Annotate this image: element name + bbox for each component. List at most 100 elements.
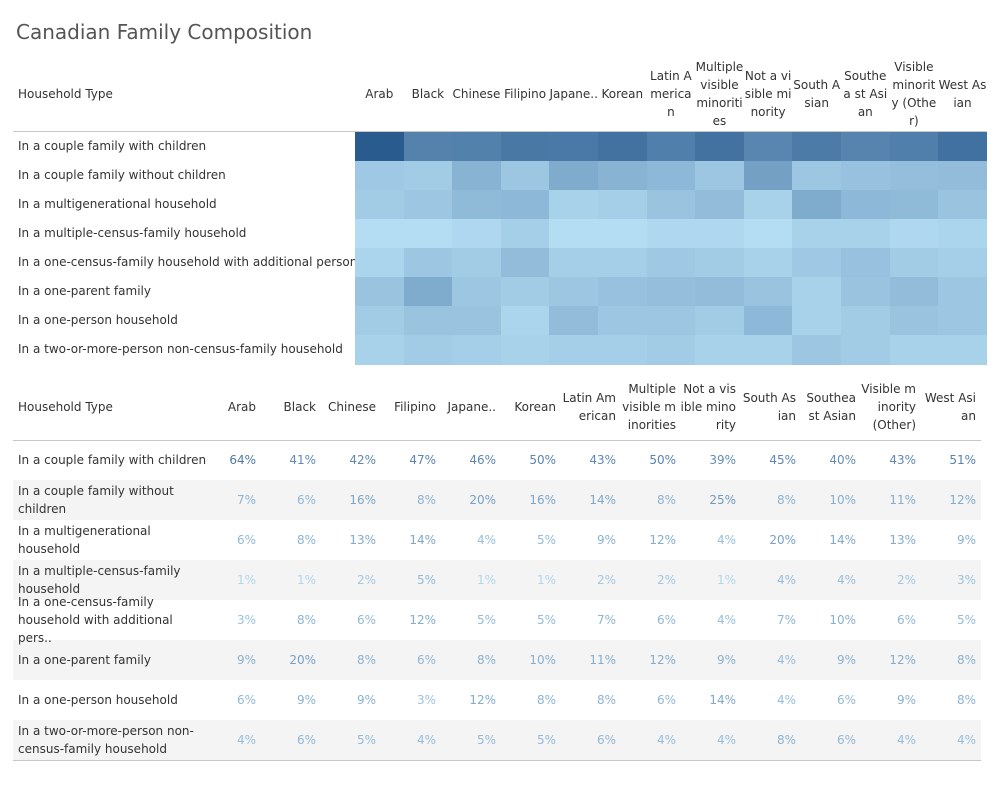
- heatmap-column-header: South Asian: [792, 58, 841, 130]
- table-cell-value: 51%: [949, 453, 976, 467]
- table-cell-value: 9%: [836, 653, 856, 667]
- heatmap-cell: [598, 335, 648, 365]
- heatmap-cell: [500, 335, 550, 365]
- heatmap-cell: [889, 219, 939, 249]
- table-cell-value: 5%: [536, 733, 556, 747]
- table-cell-value: 39%: [709, 453, 736, 467]
- heatmap-header-divider: [13, 131, 987, 132]
- table-cell-value: 10%: [829, 493, 856, 507]
- table-cell-value: 2%: [896, 573, 916, 587]
- table-cell-value: 5%: [476, 613, 496, 627]
- heatmap-cell: [452, 161, 502, 191]
- heatmap-column-header: Visible minorit y (Othe r): [890, 58, 939, 130]
- heatmap-cell: [695, 132, 745, 162]
- table-cell-value: 4%: [716, 733, 736, 747]
- heatmap-cell: [695, 161, 745, 191]
- table-cell-value: 12%: [649, 533, 676, 547]
- table-column-header-text: Black: [283, 400, 316, 414]
- table-column-header-text: Arab: [227, 400, 256, 414]
- table-cell-value: 20%: [289, 653, 316, 667]
- table-cell-value: 4%: [476, 533, 496, 547]
- table-cell-value: 7%: [776, 613, 796, 627]
- table-cell-value: 6%: [416, 653, 436, 667]
- heatmap-cell: [549, 306, 599, 336]
- heatmap-cell: [646, 306, 696, 336]
- heatmap-cell: [938, 190, 988, 220]
- table-cell-value: 2%: [656, 573, 676, 587]
- heatmap-cell: [598, 306, 648, 336]
- heatmap-cell: [743, 277, 793, 307]
- table-column-header: South Asian: [740, 376, 796, 438]
- heatmap-cell: [598, 277, 648, 307]
- heatmap-column-header-text: Arab: [365, 87, 394, 101]
- table-cell-value: 43%: [889, 453, 916, 467]
- table-cell-value: 1%: [476, 573, 496, 587]
- heatmap-cell: [500, 306, 550, 336]
- table-cell-value: 9%: [956, 533, 976, 547]
- table-cell-value: 5%: [356, 733, 376, 747]
- heatmap-cell: [938, 161, 988, 191]
- table-cell-value: 4%: [716, 533, 736, 547]
- heatmap-cell: [938, 335, 988, 365]
- table-cell-value: 8%: [956, 693, 976, 707]
- heatmap-cell: [355, 335, 405, 365]
- heatmap-cell: [355, 132, 405, 162]
- heatmap-row-label: In a couple family without children: [18, 168, 226, 182]
- heatmap-cell: [549, 248, 599, 278]
- table-cell-value: 1%: [536, 573, 556, 587]
- heatmap-cell: [598, 219, 648, 249]
- table-row-label-text: In a two-or-more-person non-census-famil…: [18, 724, 194, 756]
- table-column-header: Chinese: [320, 376, 376, 438]
- heatmap-cell: [646, 335, 696, 365]
- heatmap-cell: [403, 219, 453, 249]
- table-row-band: [13, 560, 981, 600]
- heatmap-row-label: In a two-or-more-person non-census-famil…: [18, 342, 343, 356]
- heatmap-column-header: Southea st Asian: [841, 58, 890, 130]
- heatmap-cell: [403, 161, 453, 191]
- table-cell-value: 4%: [776, 573, 796, 587]
- heatmap-cell: [889, 132, 939, 162]
- table-cell-value: 5%: [536, 613, 556, 627]
- heatmap-cell: [355, 219, 405, 249]
- table-row-label-text: In a one-census-family household with ad…: [18, 595, 173, 645]
- table-column-header-text: Korean: [514, 400, 556, 414]
- heatmap-column-header: West Asian: [938, 58, 987, 130]
- table-cell-value: 2%: [596, 573, 616, 587]
- heatmap-cell: [598, 248, 648, 278]
- table-cell-value: 64%: [229, 453, 256, 467]
- table-cell-value: 9%: [356, 693, 376, 707]
- heatmap-cell: [695, 190, 745, 220]
- heatmap-cell: [841, 132, 891, 162]
- table-column-header-text: South Asian: [742, 391, 796, 423]
- table-cell-value: 8%: [296, 533, 316, 547]
- heatmap-cell: [355, 248, 405, 278]
- heatmap-cell: [549, 219, 599, 249]
- table-column-header: Latin Am erican: [560, 376, 616, 438]
- heatmap-cell: [938, 132, 988, 162]
- heatmap-cell: [355, 161, 405, 191]
- heatmap-column-header: Black: [404, 58, 453, 130]
- heatmap-cell: [500, 248, 550, 278]
- heatmap-cell: [598, 132, 648, 162]
- heatmap-column-header-text: Japane..: [549, 87, 598, 101]
- heatmap-row-label: In a couple family with children: [18, 139, 207, 153]
- heatmap-cell: [841, 248, 891, 278]
- table-cell-value: 46%: [469, 453, 496, 467]
- table-cell-value: 50%: [529, 453, 556, 467]
- table-column-header-text: Japane..: [447, 400, 496, 414]
- heatmap-cell: [841, 161, 891, 191]
- heatmap-cell: [841, 219, 891, 249]
- table-cell-value: 8%: [956, 653, 976, 667]
- table-row-band: [13, 480, 981, 520]
- table-cell-value: 20%: [769, 533, 796, 547]
- heatmap-cell: [743, 248, 793, 278]
- table-bottom-divider: [13, 760, 981, 761]
- table-cell-value: 6%: [296, 733, 316, 747]
- heatmap-cell: [355, 277, 405, 307]
- table-column-header-text: Chinese: [328, 400, 376, 414]
- heatmap-cell: [452, 306, 502, 336]
- heatmap-cell: [646, 132, 696, 162]
- heatmap-cell: [549, 190, 599, 220]
- table-cell-value: 4%: [956, 733, 976, 747]
- heatmap-column-header: Chinese: [452, 58, 501, 130]
